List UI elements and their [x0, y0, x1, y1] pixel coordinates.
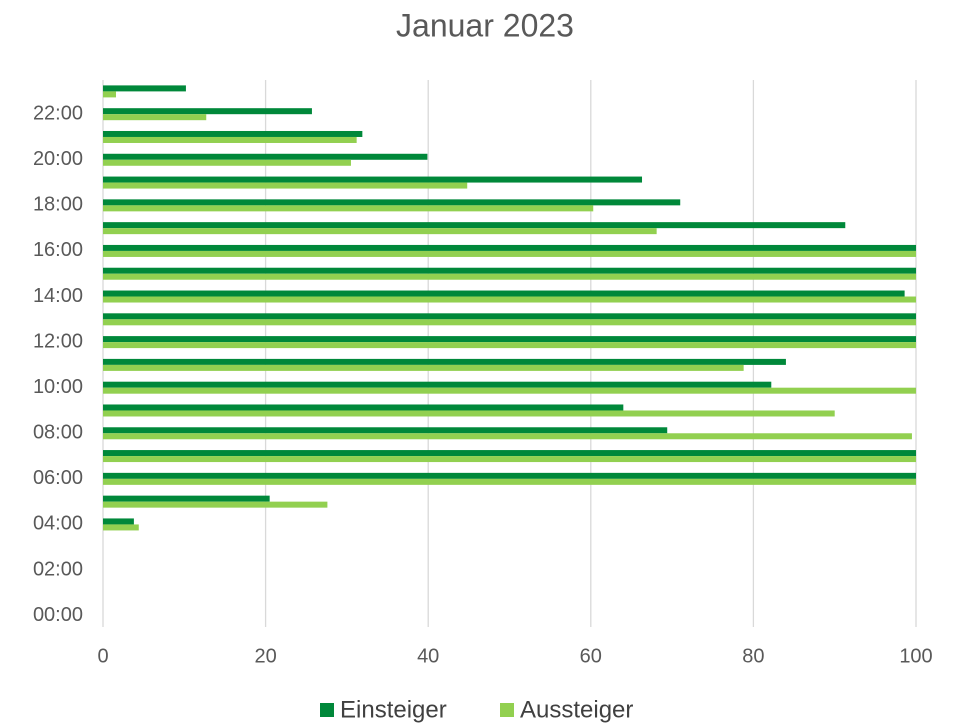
legend: Einsteiger Aussteiger — [320, 696, 633, 723]
bar — [103, 228, 657, 235]
bar — [103, 427, 668, 434]
x-tick-label: 80 — [742, 645, 764, 667]
bar — [103, 450, 916, 457]
bar — [103, 205, 594, 212]
x-tick-label: 60 — [580, 645, 602, 667]
legend-label: Einsteiger — [340, 696, 447, 723]
bar — [103, 336, 916, 343]
bar — [103, 313, 916, 320]
x-tick-label: 0 — [97, 645, 108, 667]
bar — [103, 296, 916, 303]
bar — [103, 153, 428, 160]
bar — [103, 433, 912, 440]
bar — [103, 85, 186, 92]
x-tick-label: 20 — [254, 645, 276, 667]
bar — [103, 524, 139, 531]
bar — [103, 381, 772, 388]
legend-swatch — [320, 703, 334, 717]
bar — [103, 130, 363, 137]
y-tick-label: 14:00 — [33, 285, 83, 307]
bar — [103, 199, 681, 206]
y-tick-label: 12:00 — [33, 330, 83, 352]
y-tick-label: 20:00 — [33, 148, 83, 170]
chart-title: Januar 2023 — [396, 7, 574, 43]
legend-label: Aussteiger — [520, 696, 633, 723]
bar — [103, 244, 916, 251]
bar — [103, 495, 270, 502]
bar — [103, 250, 916, 257]
bar — [103, 518, 134, 525]
bar — [103, 342, 916, 349]
y-tick-label: 02:00 — [33, 558, 83, 580]
y-tick-label: 06:00 — [33, 467, 83, 489]
bar — [103, 136, 357, 143]
y-tick-label: 16:00 — [33, 239, 83, 261]
y-tick-label: 04:00 — [33, 513, 83, 535]
bar — [103, 319, 916, 326]
bar — [103, 472, 916, 479]
bar — [103, 387, 916, 394]
bar — [103, 267, 916, 274]
bar — [103, 456, 916, 463]
legend-swatch — [500, 703, 514, 717]
bar — [103, 159, 351, 166]
bar — [103, 404, 624, 411]
y-tick-label: 00:00 — [33, 604, 83, 626]
bar — [103, 501, 328, 508]
y-tick-label: 10:00 — [33, 376, 83, 398]
bar — [103, 108, 312, 115]
bar — [103, 410, 835, 417]
bar — [103, 114, 207, 121]
y-tick-label: 18:00 — [33, 194, 83, 216]
bar — [103, 358, 786, 365]
y-tick-label: 22:00 — [33, 102, 83, 124]
x-tick-label: 100 — [899, 645, 932, 667]
x-tick-label: 40 — [417, 645, 439, 667]
bar — [103, 182, 468, 189]
bar — [103, 176, 643, 183]
bar — [103, 290, 905, 297]
bar — [103, 364, 744, 371]
y-tick-label: 08:00 — [33, 422, 83, 444]
bar — [103, 273, 916, 280]
bar — [103, 91, 117, 98]
bar — [103, 222, 846, 229]
bar — [103, 478, 916, 485]
